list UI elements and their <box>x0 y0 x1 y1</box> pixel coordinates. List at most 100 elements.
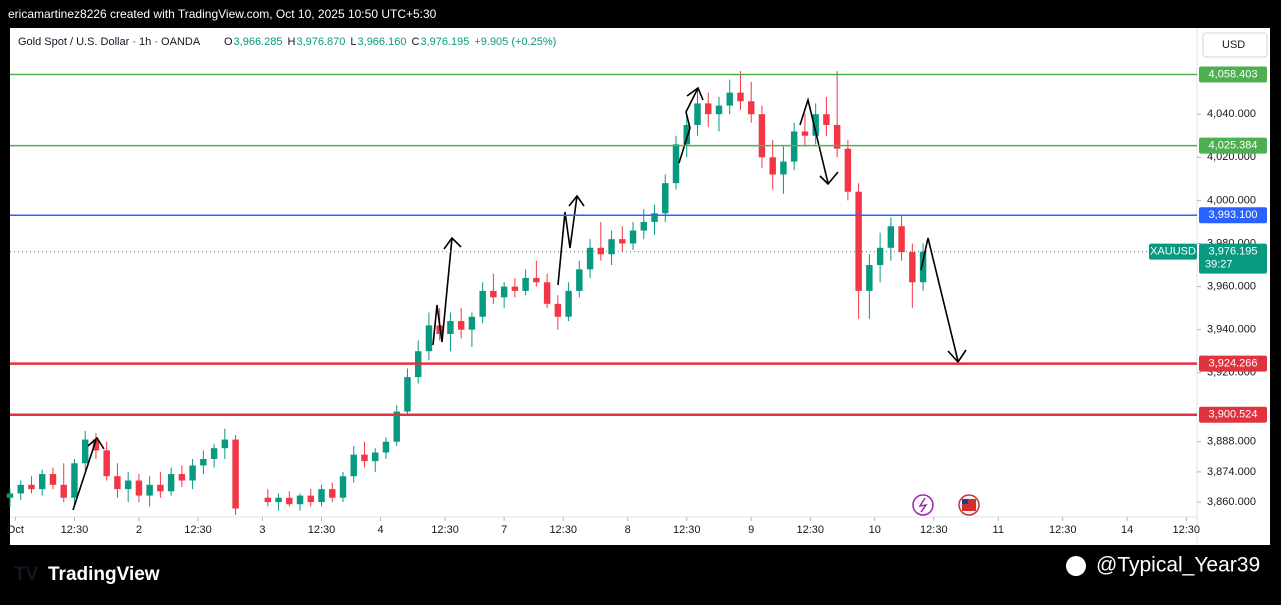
level-label: 3,900.524 <box>1209 409 1258 421</box>
candle-body <box>898 226 905 253</box>
y-tick-label: 3,888.000 <box>1207 436 1256 448</box>
brand-logo: TV <box>14 564 39 585</box>
ohlc-label: O <box>224 36 233 48</box>
x-tick-label: 12:30 <box>920 524 948 536</box>
y-tick-label: 4,040.000 <box>1207 108 1256 120</box>
candle-body <box>167 474 175 492</box>
arrow <box>799 97 829 184</box>
candle-body <box>565 290 572 317</box>
footer: TV TradingView @Typical_Year39 <box>14 554 1260 585</box>
candle-body <box>447 321 454 334</box>
lightning <box>918 497 928 513</box>
candle-body <box>801 131 809 136</box>
last-price-box <box>1199 243 1267 274</box>
candle-body <box>651 213 658 222</box>
candle-body <box>522 277 529 291</box>
candle-body <box>919 251 927 283</box>
symbol-title: Gold Spot / U.S. Dollar · 1h · OANDA <box>18 36 201 48</box>
candle-body <box>812 114 819 136</box>
candle-body <box>339 476 347 498</box>
candle-body <box>511 286 519 291</box>
currency-button[interactable] <box>1202 32 1268 58</box>
x-tick-label: 8 <box>625 524 631 536</box>
candle-body <box>694 103 701 125</box>
arrow-head <box>87 436 105 450</box>
y-tick-label: 3,860.000 <box>1207 496 1256 508</box>
x-tick-label: 12:30 <box>431 524 459 536</box>
flag-canton <box>962 499 968 504</box>
event-icons <box>912 494 980 516</box>
level-label-box <box>1199 406 1267 423</box>
arrow-head <box>443 236 462 250</box>
arrow <box>72 439 97 511</box>
x-tick-label: 11 <box>993 524 1004 536</box>
facebook-icon <box>1066 556 1086 576</box>
handle: @Typical_Year39 <box>1096 554 1260 577</box>
level-label: 4,058.403 <box>1209 68 1258 80</box>
arrow-head <box>686 86 704 101</box>
legend: Gold Spot / U.S. Dollar · 1h · OANDA O 3,… <box>18 36 556 48</box>
x-tick-label: 4 <box>378 524 384 536</box>
candle-body <box>382 441 390 453</box>
level-label: 4,025.384 <box>1209 140 1258 152</box>
level-label-box <box>1199 355 1267 372</box>
x-tick-label: 9 <box>748 524 754 536</box>
candle-body <box>705 103 712 115</box>
x-tick-label: 12:30 <box>1049 524 1077 536</box>
ohlc-label: H <box>288 36 296 48</box>
candle-body <box>576 269 583 291</box>
candle-body <box>307 495 315 503</box>
candle-body <box>6 493 14 498</box>
last-price-label: 3,976.195 <box>1209 246 1258 258</box>
candle-body <box>833 124 841 149</box>
candle-body <box>135 480 143 496</box>
candle-body <box>178 474 186 481</box>
x-tick-label: 12:30 <box>61 524 89 536</box>
y-tick-label: 4,000.000 <box>1207 194 1256 206</box>
candle-body <box>157 484 164 492</box>
candle-body <box>554 303 562 317</box>
candle-body <box>747 101 755 115</box>
candle-body <box>232 439 239 509</box>
x-tick-label: 10 <box>869 524 881 536</box>
x-tick-label: 2 <box>136 524 142 536</box>
currency[interactable]: USD <box>1222 39 1245 51</box>
marks <box>6 71 927 515</box>
x-tick-label: 12:30 <box>1172 524 1200 536</box>
x-tick-label: 12:30 <box>184 524 212 536</box>
x-tick-label: 14 <box>1121 524 1133 536</box>
ohlc-value: 3,966.285 <box>234 36 283 48</box>
candle-body <box>221 439 229 449</box>
x-tick-label: 12:30 <box>673 524 701 536</box>
candle-body <box>586 247 594 270</box>
candle-body <box>286 497 293 505</box>
candle-body <box>715 105 723 115</box>
ohlc-value: 3,966.160 <box>358 36 407 48</box>
candle-body <box>404 377 411 412</box>
candle-body <box>372 452 379 462</box>
candle-body <box>39 474 46 490</box>
candle-body <box>662 183 669 214</box>
x-tick-label: 12:30 <box>308 524 336 536</box>
x-tick-label: 7 <box>501 524 507 536</box>
arrow-head <box>819 171 839 186</box>
level-label-box <box>1199 66 1267 83</box>
candle-body <box>114 476 121 490</box>
level-label-box <box>1199 137 1267 154</box>
countdown: 39:27 <box>1205 259 1233 271</box>
candle-body <box>629 230 637 244</box>
candle-body <box>500 286 508 298</box>
candle-body <box>425 325 433 352</box>
credit: ericamartinez8226 created with TradingVi… <box>8 7 437 21</box>
ohlc-label: L <box>350 36 356 48</box>
candle-body <box>200 458 207 466</box>
candle-body <box>597 247 605 255</box>
y-tick-label: 3,940.000 <box>1207 324 1256 336</box>
candle-body <box>92 439 100 451</box>
arrow-head <box>947 349 967 364</box>
candle-body <box>457 321 465 330</box>
arrow-head <box>568 194 585 207</box>
candle-body <box>264 497 272 503</box>
candle-body <box>619 239 626 244</box>
arrow <box>920 237 959 362</box>
